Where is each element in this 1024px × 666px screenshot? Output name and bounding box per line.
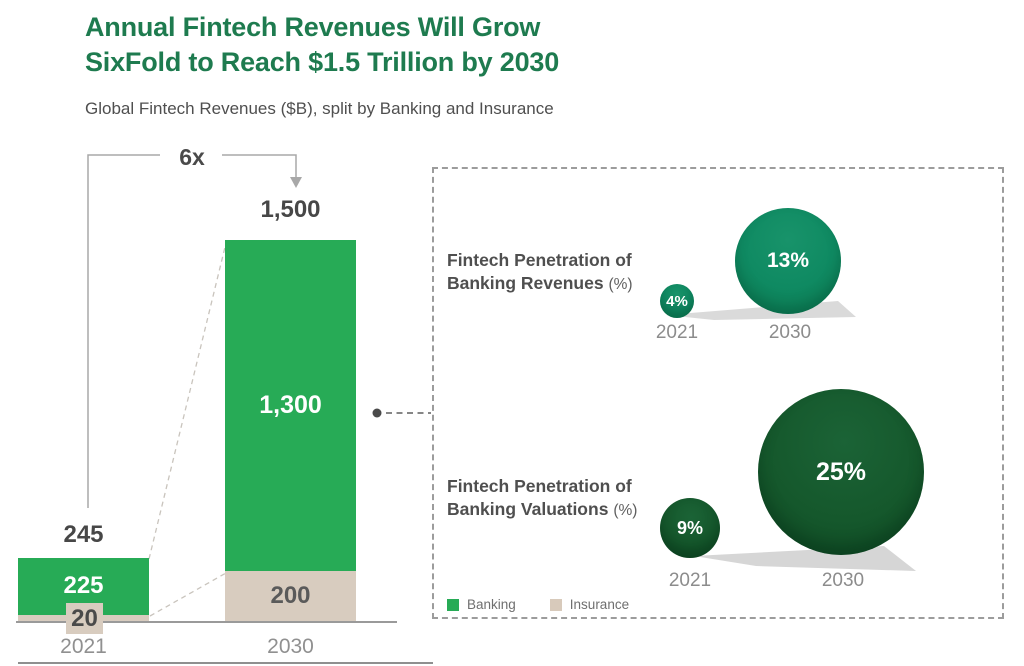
bar-2030-banking-value: 1,300	[259, 391, 322, 419]
growth-multiplier-label: 6x	[179, 144, 205, 170]
bar-2030-banking-segment	[225, 240, 356, 571]
penetration-detail-panel	[432, 167, 1004, 619]
bar-2030-insurance-value: 200	[270, 582, 311, 609]
legend: Banking Insurance	[447, 597, 629, 612]
page-title-line-2: SixFold to Reach $1.5 Trillion by 2030	[85, 47, 560, 77]
page-title-line-1: Annual Fintech Revenues Will Grow	[85, 12, 541, 42]
bubble-valuations-year-2030: 2030	[821, 570, 865, 591]
growth-bracket-right-line	[222, 154, 297, 177]
bubble-revenues-year-2030: 2030	[768, 322, 812, 343]
section-title-banking-valuations-line1: Fintech Penetration of	[447, 476, 632, 496]
bubble-valuations-year-2021: 2021	[668, 570, 712, 591]
legend-insurance-label: Insurance	[569, 597, 630, 612]
expansion-line-top	[148, 242, 227, 560]
unit-percent-label: (%)	[608, 276, 633, 293]
legend-insurance-swatch-icon	[549, 598, 562, 611]
growth-bracket-left-line	[87, 154, 160, 508]
x-tick-2030: 2030	[267, 635, 314, 658]
x-axis-line	[16, 621, 397, 623]
bubble-valuations-2021: 9%	[660, 498, 720, 558]
page-title: Annual Fintech Revenues Will Grow SixFol…	[85, 10, 559, 80]
section-title-banking-revenues-line2: Banking Revenues (%)	[447, 273, 633, 293]
section-title-banking-revenues: Fintech Penetration of Banking Revenues …	[447, 249, 659, 296]
section-title-banking-valuations: Fintech Penetration of Banking Valuation…	[447, 475, 659, 522]
section-title-banking-valuations-line2: Banking Valuations (%)	[447, 499, 638, 519]
expansion-line-bottom	[149, 572, 227, 617]
legend-banking-label: Banking	[467, 597, 516, 612]
bar-2021-total-label: 245	[63, 521, 104, 548]
bubble-revenues-2021: 4%	[660, 284, 694, 318]
unit-percent-label: (%)	[613, 502, 638, 519]
legend-banking-swatch-icon	[447, 598, 459, 611]
leader-dot-icon	[372, 408, 382, 418]
bubble-revenues-2030: 13%	[735, 208, 841, 314]
chart-subtitle: Global Fintech Revenues ($B), split by B…	[85, 99, 554, 118]
x-tick-2021: 2021	[60, 635, 107, 658]
bubble-valuations-2030: 25%	[758, 389, 924, 555]
arrow-down-icon	[290, 177, 302, 188]
bar-2030-insurance-segment	[225, 571, 356, 621]
bar-2021-insurance-value-chip: 20	[66, 603, 103, 634]
section-title-banking-revenues-line1: Fintech Penetration of	[447, 250, 632, 270]
slide-bottom-edge	[18, 662, 433, 664]
bar-2030-total-label: 1,500	[260, 196, 321, 223]
bar-2021-banking-value: 225	[63, 572, 104, 599]
bubble-revenues-year-2021: 2021	[655, 322, 699, 343]
